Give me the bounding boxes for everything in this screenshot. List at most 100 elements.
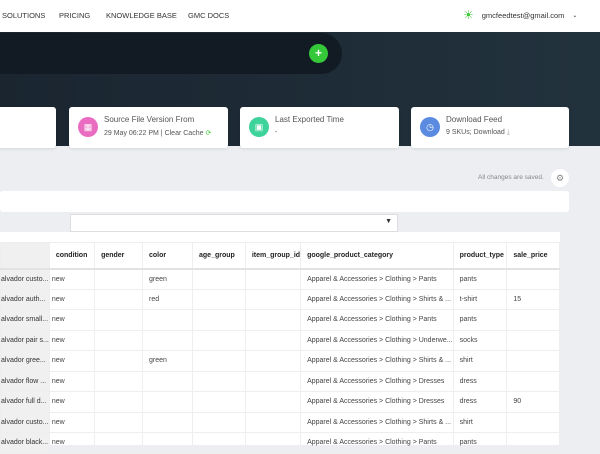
table-cell[interactable]: pants bbox=[452, 309, 508, 331]
table-cell[interactable] bbox=[94, 350, 143, 372]
column-header[interactable]: google_product_category bbox=[300, 242, 454, 270]
nav-knowledge-base[interactable]: KNOWLEDGE BASE bbox=[106, 11, 177, 20]
table-cell[interactable] bbox=[506, 309, 560, 331]
table-cell[interactable] bbox=[244, 391, 302, 413]
table-cell[interactable]: dress bbox=[452, 370, 508, 392]
table-cell[interactable]: Apparel & Accessories > Clothing > Pants bbox=[300, 432, 454, 454]
table-cell[interactable]: alvador flow ... bbox=[0, 370, 50, 392]
clear-cache-link[interactable]: 29 May 06:22 PM | Clear Cache bbox=[104, 130, 204, 137]
table-cell[interactable] bbox=[192, 370, 246, 392]
table-cell[interactable] bbox=[141, 432, 194, 454]
table-cell[interactable]: Apparel & Accessories > Clothing > Shirt… bbox=[300, 288, 454, 310]
table-cell[interactable] bbox=[192, 329, 246, 351]
table-cell[interactable]: new bbox=[48, 350, 96, 372]
column-header[interactable]: color bbox=[141, 242, 194, 270]
table-cell[interactable] bbox=[141, 370, 194, 392]
table-cell[interactable] bbox=[192, 391, 246, 413]
table-cell[interactable]: new bbox=[48, 268, 96, 290]
table-cell[interactable] bbox=[192, 268, 246, 290]
table-cell[interactable] bbox=[141, 411, 194, 433]
table-cell[interactable]: pants bbox=[452, 432, 508, 454]
gear-icon[interactable]: ⚙ bbox=[551, 169, 569, 187]
add-button[interactable]: + bbox=[309, 44, 328, 63]
table-cell[interactable] bbox=[244, 350, 302, 372]
table-cell[interactable]: Apparel & Accessories > Clothing > Dress… bbox=[300, 370, 454, 392]
table-cell[interactable]: alvador black... bbox=[0, 432, 50, 454]
table-cell[interactable]: alvador full d... bbox=[0, 391, 50, 413]
column-header[interactable]: item_group_id bbox=[244, 242, 302, 270]
table-cell[interactable]: Apparel & Accessories > Clothing > Pants bbox=[300, 309, 454, 331]
table-cell[interactable]: pants bbox=[452, 268, 508, 290]
table-cell[interactable]: shirt bbox=[452, 350, 508, 372]
table-cell[interactable] bbox=[141, 309, 194, 331]
table-cell[interactable] bbox=[192, 411, 246, 433]
table-cell[interactable]: Apparel & Accessories > Clothing > Dress… bbox=[300, 391, 454, 413]
table-cell[interactable] bbox=[244, 309, 302, 331]
table-cell[interactable]: Apparel & Accessories > Clothing > Pants bbox=[300, 268, 454, 290]
table-cell[interactable]: socks bbox=[452, 329, 508, 351]
table-cell[interactable] bbox=[192, 432, 246, 454]
table-cell[interactable] bbox=[94, 391, 143, 413]
nav-pricing[interactable]: PRICING bbox=[59, 11, 91, 20]
table-cell[interactable] bbox=[94, 329, 143, 351]
table-cell[interactable] bbox=[192, 350, 246, 372]
user-menu[interactable]: ☀ gmcfeedtest@gmail.com ⌄ bbox=[463, 8, 577, 22]
table-cell[interactable] bbox=[94, 370, 143, 392]
table-cell[interactable]: Apparel & Accessories > Clothing > Under… bbox=[300, 329, 454, 351]
table-cell[interactable] bbox=[244, 411, 302, 433]
table-cell[interactable] bbox=[94, 268, 143, 290]
table-cell[interactable]: alvador auth... bbox=[0, 288, 50, 310]
table-cell[interactable]: new bbox=[48, 329, 96, 351]
table-cell[interactable]: alvador small... bbox=[0, 309, 50, 331]
table-cell[interactable] bbox=[506, 432, 560, 454]
table-cell[interactable]: new bbox=[48, 391, 96, 413]
table-cell[interactable] bbox=[94, 309, 143, 331]
table-cell[interactable]: green bbox=[141, 350, 194, 372]
table-cell[interactable]: red bbox=[141, 288, 194, 310]
toolbar-input[interactable] bbox=[0, 191, 569, 212]
table-cell[interactable] bbox=[141, 391, 194, 413]
table-cell[interactable]: t-shirt bbox=[452, 288, 508, 310]
table-cell[interactable] bbox=[141, 329, 194, 351]
table-cell[interactable] bbox=[244, 432, 302, 454]
table-cell[interactable]: new bbox=[48, 288, 96, 310]
table-cell[interactable] bbox=[192, 288, 246, 310]
table-cell[interactable]: new bbox=[48, 432, 96, 454]
table-cell[interactable] bbox=[192, 309, 246, 331]
table-cell[interactable]: dress bbox=[452, 391, 508, 413]
column-header[interactable]: age_group bbox=[192, 242, 246, 270]
column-header[interactable]: gender bbox=[94, 242, 143, 270]
column-header[interactable]: sale_price bbox=[506, 242, 560, 270]
table-cell[interactable]: green bbox=[141, 268, 194, 290]
table-cell[interactable]: new bbox=[48, 411, 96, 433]
table-cell[interactable]: alvador custo... bbox=[0, 411, 50, 433]
table-cell[interactable] bbox=[506, 329, 560, 351]
table-cell[interactable]: 90 bbox=[506, 391, 560, 413]
table-cell[interactable] bbox=[94, 288, 143, 310]
table-cell[interactable]: Apparel & Accessories > Clothing > Shirt… bbox=[300, 411, 454, 433]
table-cell[interactable] bbox=[244, 268, 302, 290]
table-cell[interactable] bbox=[506, 411, 560, 433]
theme-toggle-icon[interactable]: ☀ bbox=[463, 8, 474, 22]
column-header[interactable] bbox=[0, 242, 50, 270]
table-cell[interactable]: Apparel & Accessories > Clothing > Shirt… bbox=[300, 350, 454, 372]
column-header[interactable]: condition bbox=[48, 242, 96, 270]
table-cell[interactable] bbox=[94, 432, 143, 454]
table-cell[interactable] bbox=[244, 288, 302, 310]
nav-gmc-docs[interactable]: GMC DOCS bbox=[188, 11, 230, 20]
table-cell[interactable]: new bbox=[48, 370, 96, 392]
download-icon[interactable]: ⤓ bbox=[506, 129, 510, 136]
table-cell[interactable]: shirt bbox=[452, 411, 508, 433]
table-cell[interactable] bbox=[94, 411, 143, 433]
table-cell[interactable]: alvador pair s... bbox=[0, 329, 50, 351]
table-cell[interactable] bbox=[506, 350, 560, 372]
table-cell[interactable]: 15 bbox=[506, 288, 560, 310]
download-link[interactable]: 9 SKUs; Download bbox=[446, 129, 505, 136]
table-cell[interactable]: alvador gree... bbox=[0, 350, 50, 372]
table-cell[interactable] bbox=[244, 370, 302, 392]
table-cell[interactable]: new bbox=[48, 309, 96, 331]
nav-solutions[interactable]: SOLUTIONS bbox=[2, 11, 46, 20]
table-cell[interactable] bbox=[506, 268, 560, 290]
refresh-icon[interactable]: ⟳ bbox=[205, 130, 212, 137]
column-header[interactable]: product_type bbox=[452, 242, 508, 270]
